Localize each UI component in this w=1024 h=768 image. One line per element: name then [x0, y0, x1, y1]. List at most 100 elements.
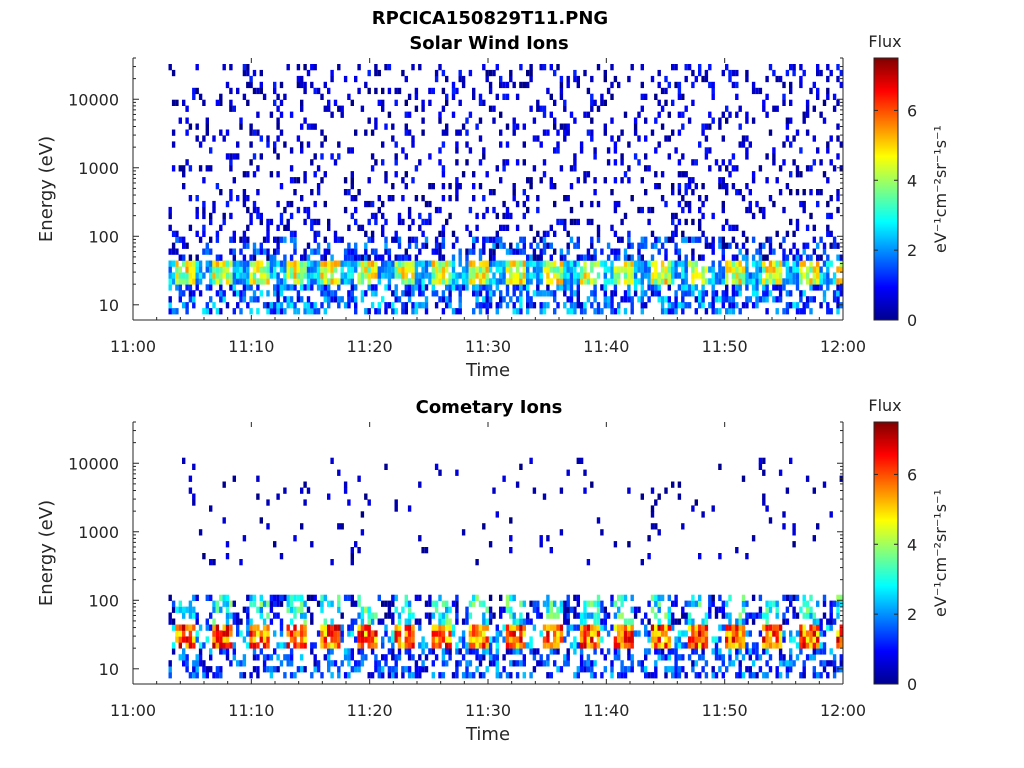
flux-cell	[674, 260, 678, 267]
flux-cell	[681, 236, 685, 243]
flux-cell	[559, 606, 564, 613]
flux-cell	[438, 248, 442, 255]
flux-cell	[475, 284, 479, 291]
flux-cell	[357, 666, 361, 673]
flux-cell	[569, 206, 574, 214]
flux-cell	[499, 272, 503, 279]
flux-cell	[593, 153, 597, 160]
flux-cell	[434, 600, 439, 607]
flux-cell	[799, 171, 803, 178]
flux-cell	[515, 296, 520, 303]
flux-cell	[246, 284, 250, 291]
flux-cell	[370, 248, 375, 255]
flux-cell	[310, 672, 314, 679]
flux-cell	[576, 254, 580, 261]
flux-cell	[644, 189, 648, 196]
flux-cell	[566, 612, 570, 619]
flux-cell	[404, 254, 408, 261]
flux-cell	[762, 290, 766, 297]
flux-cell	[576, 177, 580, 184]
flux-cell	[553, 624, 557, 631]
flux-cell	[330, 648, 334, 655]
flux-cell	[559, 630, 564, 637]
flux-cell	[418, 284, 422, 291]
flux-cell	[404, 302, 408, 309]
flux-cell	[175, 284, 179, 291]
flux-cell	[445, 278, 449, 285]
flux-cell	[397, 87, 402, 95]
flux-cell	[212, 630, 216, 637]
flux-cell	[509, 69, 513, 77]
flux-cell	[350, 177, 354, 184]
flux-cell	[637, 296, 641, 303]
flux-cell	[273, 236, 277, 243]
flux-cell	[829, 308, 833, 315]
flux-cell	[300, 195, 304, 202]
flux-cell	[475, 559, 479, 566]
flux-cell	[711, 296, 715, 303]
flux-cell	[839, 654, 843, 661]
flux-cell	[677, 159, 682, 166]
flux-cell	[556, 642, 560, 649]
flux-cell	[333, 278, 338, 285]
flux-cell	[512, 123, 516, 130]
flux-cell	[246, 81, 250, 89]
flux-cell	[667, 135, 671, 142]
flux-cell	[330, 630, 334, 637]
flux-cell	[775, 636, 779, 643]
flux-cell	[198, 648, 203, 655]
flux-cell	[428, 272, 432, 279]
flux-cell	[546, 642, 550, 649]
flux-cell	[293, 624, 297, 631]
x-tick-label: 11:10	[228, 701, 274, 720]
flux-cell	[546, 302, 550, 309]
flux-cell	[832, 236, 837, 243]
x-tick-label: 12:00	[820, 701, 866, 720]
flux-cell	[579, 200, 584, 208]
flux-cell	[482, 642, 486, 649]
flux-cell	[617, 248, 621, 255]
flux-cell	[765, 672, 769, 679]
flux-cell	[586, 630, 591, 637]
flux-cell	[283, 487, 287, 494]
flux-cell	[472, 236, 476, 243]
flux-cell	[438, 612, 442, 619]
flux-cell	[775, 284, 779, 291]
flux-cell	[691, 505, 695, 512]
flux-cell	[320, 278, 324, 285]
flux-cell	[606, 159, 611, 166]
flux-cell	[512, 183, 516, 190]
flux-cell	[215, 272, 220, 279]
flux-cell	[370, 230, 375, 237]
flux-cell	[202, 553, 206, 560]
flux-cell	[320, 600, 324, 607]
flux-cell	[354, 129, 358, 136]
flux-cell	[708, 147, 712, 154]
flux-cell	[519, 463, 523, 470]
flux-cell	[809, 284, 813, 291]
flux-cell	[340, 260, 344, 267]
flux-cell	[357, 660, 361, 667]
flux-cell	[826, 308, 830, 315]
flux-cell	[249, 159, 253, 166]
flux-cell	[229, 153, 233, 160]
flux-cell	[279, 308, 284, 315]
flux-cell	[249, 81, 253, 89]
flux-cell	[485, 290, 489, 297]
flux-cell	[300, 612, 304, 619]
flux-cell	[647, 284, 651, 291]
flux-cell	[262, 278, 267, 285]
flux-cell	[505, 224, 510, 231]
flux-cell	[252, 242, 257, 249]
flux-cell	[684, 672, 688, 679]
flux-cell	[711, 594, 715, 601]
flux-cell	[499, 672, 503, 679]
flux-cell	[468, 69, 473, 77]
flux-cell	[553, 290, 557, 297]
flux-cell	[650, 260, 655, 267]
flux-cell	[384, 177, 388, 184]
flux-cell	[269, 618, 274, 625]
flux-cell	[617, 594, 621, 601]
y-axis-label: Energy (eV)	[36, 136, 57, 242]
colorbar-tick-label: 6	[907, 465, 917, 484]
